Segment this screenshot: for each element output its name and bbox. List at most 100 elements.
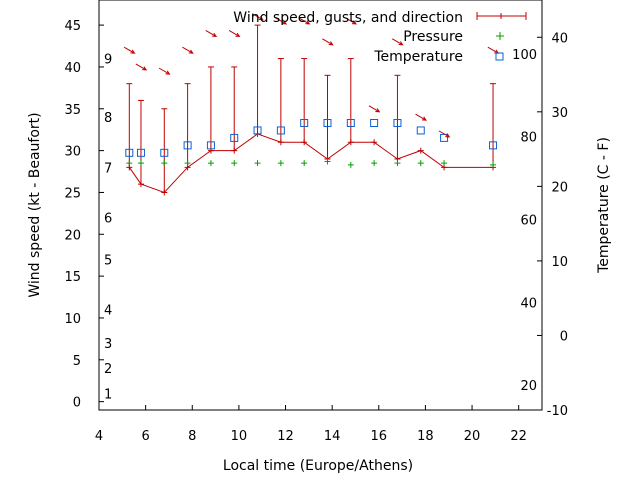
pressure-point bbox=[371, 160, 378, 167]
temperature-point bbox=[230, 133, 239, 142]
wind-direction-arrow bbox=[345, 17, 358, 25]
x-axis-title: Local time (Europe/Athens) bbox=[223, 458, 413, 474]
legend: Wind speed, gusts, and direction Pressur… bbox=[233, 10, 527, 65]
wind-point bbox=[277, 139, 284, 146]
y-tick-label: 5 bbox=[73, 354, 81, 369]
x-axis-ticks: 4 6 8 10 12 14 16 18 20 22 bbox=[95, 405, 527, 444]
wind-direction-arrow bbox=[391, 38, 404, 46]
legend-wind-sample bbox=[476, 12, 527, 20]
celsius-tick-label: 0 bbox=[560, 329, 568, 344]
celsius-tick-label: 40 bbox=[551, 31, 568, 46]
legend-temperature-marker bbox=[495, 52, 504, 61]
pressure-point bbox=[137, 160, 144, 167]
fahrenheit-label: 100 bbox=[512, 48, 537, 63]
fahrenheit-label: 20 bbox=[520, 379, 537, 394]
y-tick-label: 45 bbox=[64, 19, 81, 34]
pressure-point bbox=[254, 160, 261, 167]
plot-frame bbox=[98, 0, 543, 411]
pressure-point bbox=[301, 160, 308, 167]
fahrenheit-label: 80 bbox=[520, 131, 537, 146]
y-tick-label: 40 bbox=[64, 61, 81, 76]
pressure-point bbox=[161, 160, 168, 167]
pressure-point bbox=[231, 160, 238, 167]
wind-point bbox=[301, 139, 308, 146]
gust-bars bbox=[126, 24, 497, 193]
legend-wind-marker bbox=[476, 12, 527, 20]
wind-direction-arrow bbox=[123, 46, 136, 54]
pressure-point bbox=[184, 160, 191, 167]
legend-temperature-sample bbox=[495, 52, 504, 61]
wind-direction-arrows bbox=[123, 13, 500, 138]
temperature-point bbox=[125, 148, 134, 157]
beaufort-label: 3 bbox=[104, 337, 112, 352]
y-axis-ticks: 0 5 10 15 20 25 30 35 40 45 bbox=[64, 19, 104, 411]
pressure-point bbox=[490, 161, 497, 168]
x-tick-label: 14 bbox=[324, 429, 341, 444]
temperature-point bbox=[416, 126, 425, 135]
legend-pressure-marker bbox=[496, 32, 504, 40]
wind-direction-arrow bbox=[158, 67, 171, 75]
beaufort-label: 7 bbox=[104, 161, 112, 176]
beaufort-scale: 1 2 3 4 5 6 7 8 9 bbox=[104, 53, 112, 403]
temperature-point bbox=[300, 119, 309, 127]
beaufort-label: 6 bbox=[104, 212, 112, 227]
x-tick-label: 6 bbox=[141, 429, 149, 444]
temperature-point bbox=[136, 148, 145, 157]
pressure-point bbox=[324, 158, 331, 165]
fahrenheit-label: 60 bbox=[520, 213, 537, 228]
temperature-point bbox=[323, 119, 332, 127]
temperature-point bbox=[276, 126, 285, 135]
beaufort-label: 5 bbox=[104, 253, 112, 268]
x-tick-label: 18 bbox=[417, 429, 434, 444]
x-tick-label: 8 bbox=[188, 429, 196, 444]
wind-direction-arrow bbox=[438, 130, 451, 138]
fahrenheit-label: 40 bbox=[520, 296, 537, 311]
pressure-point bbox=[417, 160, 424, 167]
wind-direction-arrow bbox=[368, 105, 381, 113]
legend-label-temperature: Temperature bbox=[373, 49, 463, 65]
wind-point bbox=[371, 139, 378, 146]
y-tick-label: 35 bbox=[64, 103, 81, 118]
wind-direction-arrow bbox=[205, 30, 218, 38]
celsius-tick-label: 20 bbox=[551, 180, 568, 195]
pressure-points bbox=[126, 158, 497, 168]
wind-speed-line bbox=[128, 133, 494, 194]
y-tick-label: 30 bbox=[64, 145, 81, 160]
y-axis-title: Wind speed (kt - Beaufort) bbox=[27, 112, 43, 297]
y-tick-label: 0 bbox=[73, 396, 81, 411]
y-tick-label: 20 bbox=[64, 228, 81, 243]
pressure-point bbox=[126, 160, 133, 167]
wind-direction-arrow bbox=[182, 46, 194, 54]
x-tick-label: 20 bbox=[464, 429, 481, 444]
wind-direction-arrow bbox=[135, 63, 148, 71]
temperature-point bbox=[183, 141, 192, 150]
y-tick-label: 10 bbox=[64, 312, 81, 327]
temperature-point bbox=[346, 119, 355, 127]
wind-point bbox=[417, 147, 424, 154]
legend-pressure-sample bbox=[496, 32, 504, 40]
wind-point bbox=[347, 139, 354, 146]
wind-point bbox=[231, 147, 238, 154]
beaufort-label: 9 bbox=[104, 53, 112, 68]
temperature-points bbox=[125, 119, 498, 157]
pressure-point bbox=[207, 160, 214, 167]
x-tick-label: 10 bbox=[231, 429, 248, 444]
temperature-point bbox=[160, 148, 169, 157]
pressure-point bbox=[347, 161, 354, 168]
wind-direction-arrow bbox=[487, 46, 500, 54]
temperature-point bbox=[393, 119, 402, 127]
x-tick-label: 22 bbox=[510, 429, 527, 444]
fahrenheit-axis-labels: 20 40 60 80 100 bbox=[512, 48, 537, 394]
temperature-point bbox=[206, 141, 215, 150]
celsius-tick-label: -10 bbox=[547, 404, 568, 419]
wind-direction-arrow bbox=[298, 17, 311, 25]
y-tick-label: 15 bbox=[64, 270, 81, 285]
pressure-point bbox=[277, 160, 284, 167]
celsius-tick-label: 30 bbox=[551, 106, 568, 121]
beaufort-label: 2 bbox=[104, 362, 112, 377]
wind-point bbox=[137, 181, 144, 188]
legend-label-wind: Wind speed, gusts, and direction bbox=[233, 10, 463, 26]
beaufort-label: 8 bbox=[104, 111, 112, 126]
x-tick-label: 16 bbox=[371, 429, 388, 444]
